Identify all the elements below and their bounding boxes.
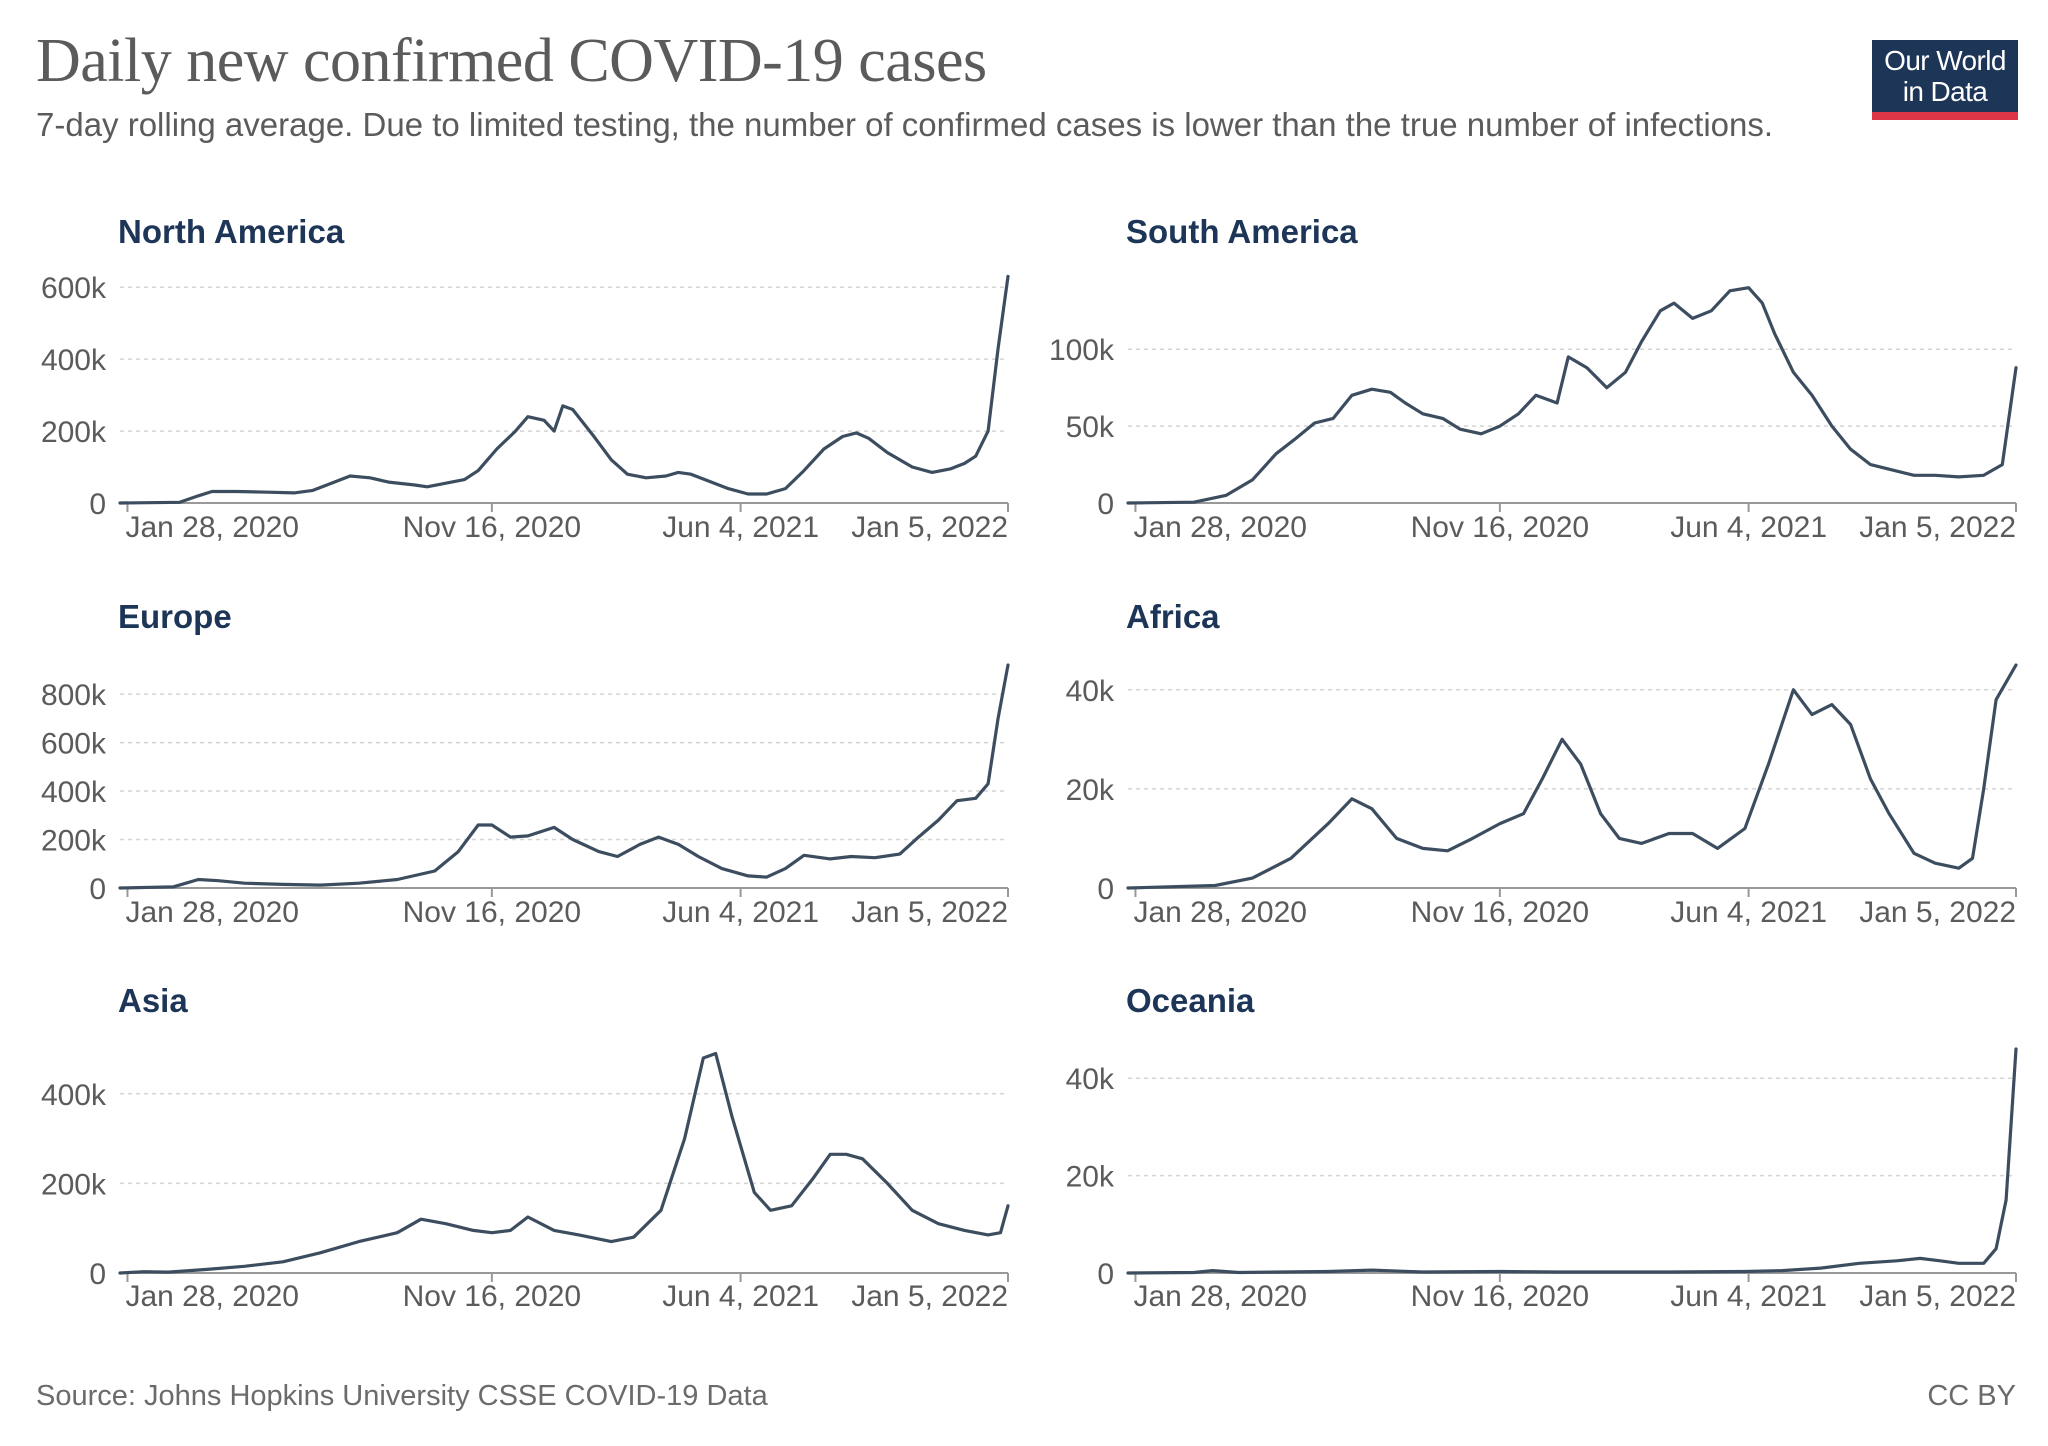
x-tick-label: Jan 28, 2020	[125, 896, 298, 929]
x-tick-label: Jun 4, 2021	[1670, 511, 1827, 544]
panel-north-america: North America 0 200k 400k 600k Jan 28, 2020 No…	[41, 213, 1010, 544]
y-tick-label: 400k	[41, 344, 107, 377]
panel-asia: Asia 0 200k 400k Jan 28, 2020 Nov 16, 2020 Jun…	[41, 982, 1010, 1313]
y-tick-label: 400k	[41, 1079, 107, 1112]
x-tick-label: Nov 16, 2020	[403, 511, 581, 544]
panel-title-europe: Europe	[118, 598, 232, 635]
panel-title-africa: Africa	[1126, 598, 1220, 635]
series-line-oceania	[1126, 1047, 2018, 1275]
logo-line-2: in Data	[1902, 76, 1988, 107]
x-tick-label: Jan 5, 2022	[1859, 1280, 2016, 1313]
x-tick-label: Jun 4, 2021	[1670, 1280, 1827, 1313]
y-tick-label: 800k	[41, 679, 107, 712]
chart-subtitle: 7-day rolling average. Due to limited te…	[36, 106, 1774, 143]
x-tick-label: Jun 4, 2021	[662, 511, 819, 544]
x-tick-label: Jan 28, 2020	[1133, 896, 1306, 929]
panel-title-south-america: South America	[1126, 213, 1358, 250]
y-tick-label: 20k	[1066, 1161, 1115, 1194]
panel-oceania: Oceania 0 20k 40k Jan 28, 2020 Nov 16, 2020 Ju…	[1066, 982, 2018, 1313]
y-tick-label: 200k	[41, 1168, 107, 1201]
x-tick-label: Nov 16, 2020	[1411, 896, 1589, 929]
panel-title-north-america: North America	[118, 213, 345, 250]
panel-south-america: South America 0 50k 100k Jan 28, 2020 Nov 16,…	[1049, 213, 2018, 544]
series-line-europe	[118, 663, 1010, 890]
y-tick-label: 200k	[41, 416, 107, 449]
x-tick-label: Jan 28, 2020	[1133, 511, 1306, 544]
y-tick-label: 50k	[1066, 411, 1115, 444]
y-tick-label: 600k	[41, 728, 107, 761]
x-tick-label: Jun 4, 2021	[1670, 896, 1827, 929]
source-note: Source: Johns Hopkins University CSSE CO…	[36, 1380, 768, 1412]
panel-title-oceania: Oceania	[1126, 982, 1255, 1019]
y-tick-label: 400k	[41, 776, 107, 809]
panel-africa: Africa 0 20k 40k Jan 28, 2020 Nov 16, 2020 Jun…	[1066, 598, 2018, 929]
x-tick-label: Jan 28, 2020	[125, 1280, 298, 1313]
y-tick-label: 0	[89, 873, 106, 906]
x-tick-label: Jan 28, 2020	[1133, 1280, 1306, 1313]
x-tick-label: Jan 5, 2022	[851, 511, 1008, 544]
y-tick-label: 0	[1097, 488, 1114, 521]
y-tick-label: 600k	[41, 272, 107, 305]
series-line-africa	[1126, 663, 2018, 890]
y-tick-label: 0	[89, 1258, 106, 1291]
series-line-south-america	[1126, 286, 2018, 505]
x-tick-label: Nov 16, 2020	[1411, 511, 1589, 544]
y-tick-label: 0	[89, 488, 106, 521]
y-tick-label: 40k	[1066, 675, 1115, 708]
x-tick-label: Nov 16, 2020	[1411, 1280, 1589, 1313]
y-tick-label: 40k	[1066, 1063, 1115, 1096]
x-tick-label: Jan 5, 2022	[1859, 511, 2016, 544]
x-tick-label: Jun 4, 2021	[662, 1280, 819, 1313]
x-tick-label: Jan 5, 2022	[851, 896, 1008, 929]
chart-title: Daily new confirmed COVID-19 cases	[36, 27, 987, 95]
x-tick-label: Jan 5, 2022	[1859, 896, 2016, 929]
panel-title-asia: Asia	[118, 982, 188, 1019]
series-line-asia	[118, 1051, 1010, 1275]
y-tick-label: 0	[1097, 1258, 1114, 1291]
y-tick-label: 20k	[1066, 774, 1115, 807]
x-tick-label: Nov 16, 2020	[403, 1280, 581, 1313]
y-tick-label: 200k	[41, 825, 107, 858]
x-tick-label: Nov 16, 2020	[403, 896, 581, 929]
x-tick-label: Jan 5, 2022	[851, 1280, 1008, 1313]
x-tick-label: Jun 4, 2021	[662, 896, 819, 929]
y-tick-label: 0	[1097, 873, 1114, 906]
license-note[interactable]: CC BY	[1927, 1380, 2016, 1412]
logo-line-1: Our World	[1884, 45, 2006, 76]
x-tick-label: Jan 28, 2020	[125, 511, 298, 544]
owid-logo[interactable]: Our World in Data	[1872, 40, 2018, 120]
logo-accent-bar	[1872, 112, 2018, 120]
panel-europe: Europe 0 200k 400k 600k 800k Jan 28, 2020 Nov 1…	[41, 598, 1010, 929]
y-tick-label: 100k	[1049, 334, 1115, 367]
series-line-north-america	[118, 274, 1010, 505]
